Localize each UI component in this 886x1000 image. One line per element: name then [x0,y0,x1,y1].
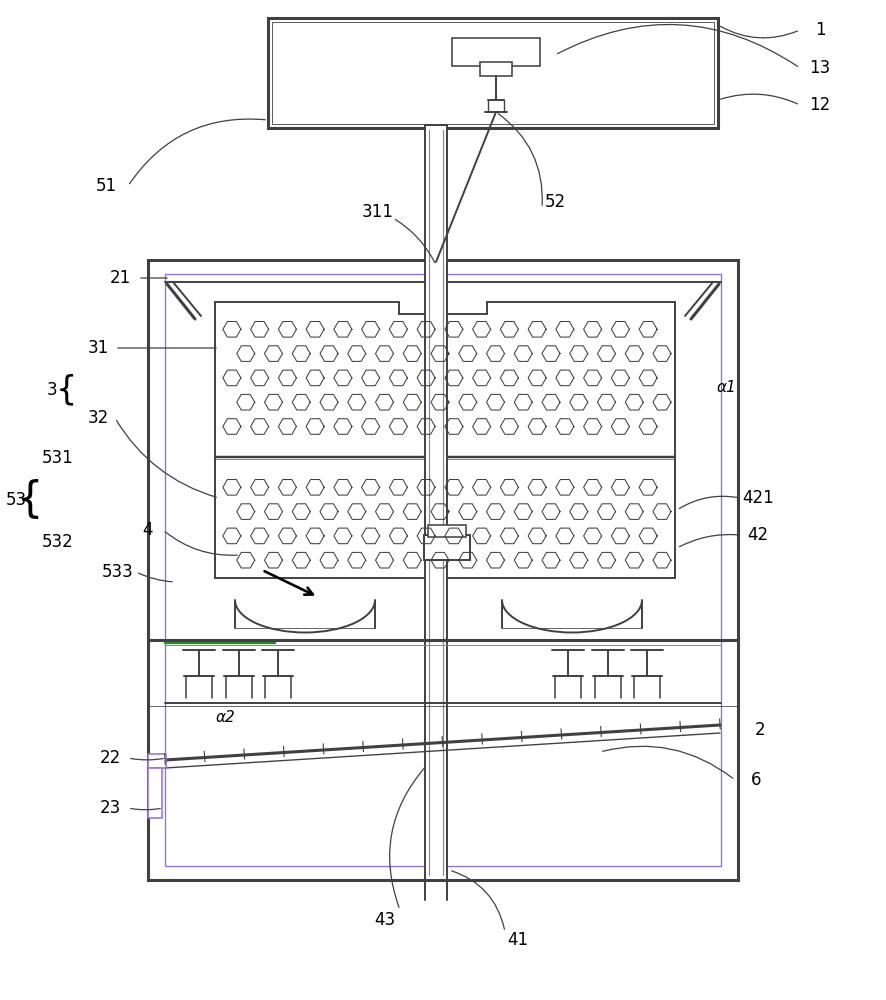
Text: 41: 41 [508,931,529,949]
Text: 32: 32 [88,409,109,427]
Text: 42: 42 [748,526,768,544]
Text: 311: 311 [362,203,394,221]
Text: 22: 22 [99,749,120,767]
Text: 533: 533 [102,563,134,581]
Text: 12: 12 [810,96,830,114]
Text: 52: 52 [544,193,565,211]
Text: 3: 3 [47,381,58,399]
Bar [268,18,718,128]
Text: 43: 43 [375,911,395,929]
Text: {: { [17,479,43,521]
Text: 1: 1 [815,21,826,39]
Text: 2: 2 [755,721,766,739]
Text: 53: 53 [5,491,27,509]
Text: α1: α1 [716,380,736,395]
Bar [148,768,162,818]
Text: 13: 13 [810,59,830,77]
Text: {: { [55,373,76,406]
Bar [425,125,447,880]
Bar [480,62,512,76]
Bar [272,22,714,124]
Text: 531: 531 [43,449,74,467]
Text: 6: 6 [750,771,761,789]
Text: 421: 421 [742,489,773,507]
Text: 51: 51 [96,177,117,195]
Bar [148,754,166,768]
Text: 532: 532 [43,533,74,551]
Bar [148,260,738,880]
Text: 4: 4 [143,521,153,539]
Bar [165,274,721,866]
Text: 21: 21 [109,269,130,287]
Text: α2: α2 [215,710,235,726]
Text: 31: 31 [88,339,109,357]
Text: 23: 23 [99,799,120,817]
Bar [428,525,466,537]
Bar [452,38,540,66]
Bar [424,535,470,560]
